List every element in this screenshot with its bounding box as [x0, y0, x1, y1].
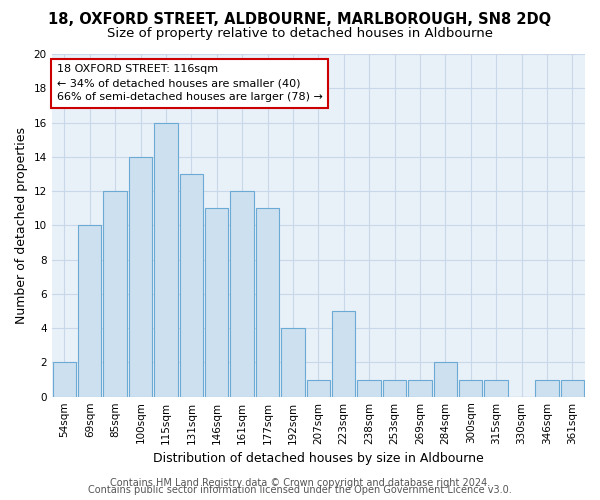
Bar	[179, 174, 203, 396]
Bar	[484, 380, 508, 396]
Bar	[358, 380, 381, 396]
Bar	[332, 311, 355, 396]
X-axis label: Distribution of detached houses by size in Aldbourne: Distribution of detached houses by size …	[153, 452, 484, 465]
Bar	[103, 191, 127, 396]
Bar	[408, 380, 431, 396]
Bar	[560, 380, 584, 396]
Bar	[78, 226, 101, 396]
Text: Contains public sector information licensed under the Open Government Licence v3: Contains public sector information licen…	[88, 485, 512, 495]
Bar	[230, 191, 254, 396]
Y-axis label: Number of detached properties: Number of detached properties	[15, 127, 28, 324]
Bar	[383, 380, 406, 396]
Bar	[256, 208, 279, 396]
Bar	[281, 328, 305, 396]
Bar	[434, 362, 457, 396]
Text: 18, OXFORD STREET, ALDBOURNE, MARLBOROUGH, SN8 2DQ: 18, OXFORD STREET, ALDBOURNE, MARLBOROUG…	[49, 12, 551, 28]
Bar	[129, 157, 152, 396]
Bar	[307, 380, 330, 396]
Text: Size of property relative to detached houses in Aldbourne: Size of property relative to detached ho…	[107, 28, 493, 40]
Bar	[53, 362, 76, 396]
Bar	[459, 380, 482, 396]
Text: Contains HM Land Registry data © Crown copyright and database right 2024.: Contains HM Land Registry data © Crown c…	[110, 478, 490, 488]
Bar	[535, 380, 559, 396]
Text: 18 OXFORD STREET: 116sqm
← 34% of detached houses are smaller (40)
66% of semi-d: 18 OXFORD STREET: 116sqm ← 34% of detach…	[57, 64, 323, 102]
Bar	[205, 208, 229, 396]
Bar	[154, 122, 178, 396]
